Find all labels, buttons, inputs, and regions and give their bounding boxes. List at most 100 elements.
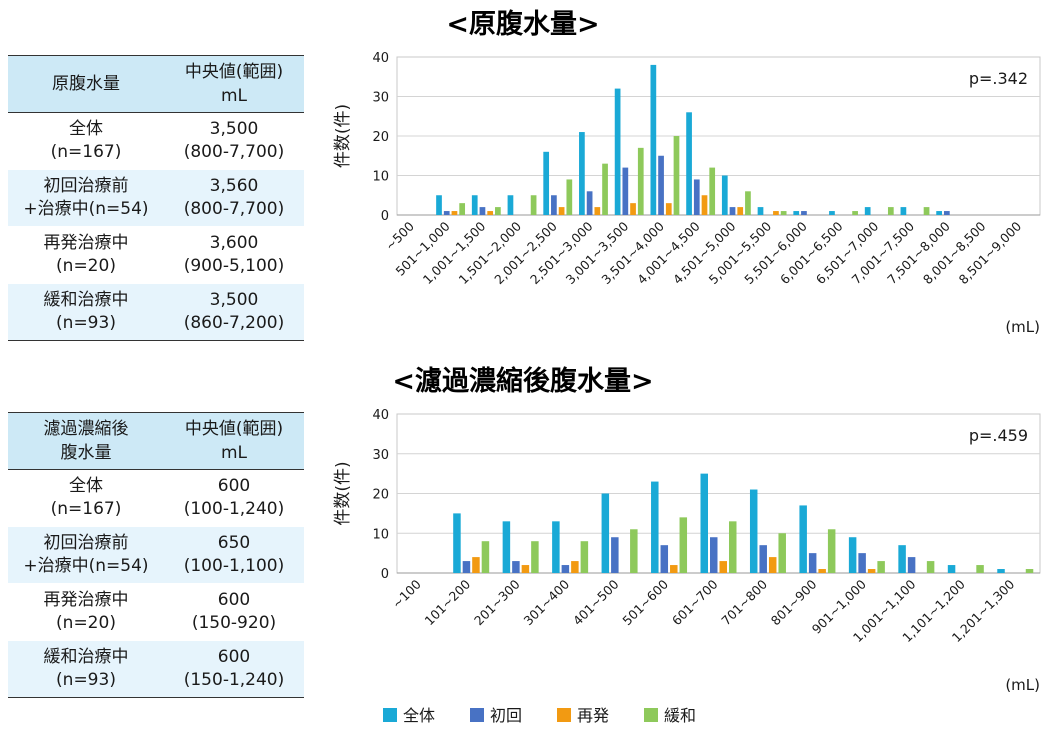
concentrated-ascites-chart: <濾過濃縮後腹水量> 0 10 20 30 40 件数(件) p=.459 ~100101~20… — [333, 365, 1041, 694]
table-row: 緩和治療中 (n=93) 3,500 (860-7,200) — [8, 283, 304, 341]
row-value: 600 (150-920) — [164, 583, 304, 641]
y-tick-label: 40 — [372, 408, 389, 423]
bar — [936, 211, 942, 215]
row-value: 3,600 (900-5,100) — [164, 226, 304, 284]
bar — [611, 537, 619, 573]
bar — [686, 112, 692, 215]
y-tick-label: 0 — [381, 209, 389, 224]
bar — [579, 132, 585, 215]
concentrated-ascites-table: 濾過濃縮後 腹水量 中央値(範囲) mL 全体 (n=167) 600 (100-1… — [8, 412, 304, 698]
row-label: 緩和治療中 (n=93) — [8, 283, 164, 341]
x-axis-unit: (mL) — [1005, 676, 1040, 694]
y-tick-label: 40 — [372, 51, 389, 66]
row-value: 600 (150-1,240) — [164, 640, 304, 698]
row-value: 3,500 (800-7,700) — [164, 112, 304, 170]
bar — [552, 521, 560, 573]
bar — [502, 521, 511, 573]
x-tick-label: 501~600 — [619, 576, 671, 628]
chart-title: <濾過濃縮後腹水量> — [392, 365, 653, 397]
bar — [561, 565, 570, 573]
x-axis-unit: (mL) — [1005, 318, 1040, 336]
y-axis-label: 件数(件) — [333, 104, 353, 168]
bar — [721, 175, 728, 215]
bar — [729, 207, 736, 215]
bar — [601, 493, 610, 573]
y-tick-label: 10 — [372, 527, 389, 542]
bar — [637, 147, 644, 215]
bar — [947, 565, 956, 573]
table-row: 再発治療中 (n=20) 600 (150-920) — [8, 583, 304, 641]
bar — [852, 211, 858, 215]
bar — [709, 167, 716, 215]
x-tick-label: 601~700 — [669, 576, 721, 628]
bar — [757, 207, 764, 215]
row-label: 再発治療中 (n=20) — [8, 583, 164, 641]
bar — [801, 211, 807, 215]
bar — [808, 553, 817, 574]
x-tick-label: 801~900 — [768, 576, 820, 628]
bar — [658, 155, 664, 215]
bar — [495, 207, 501, 215]
bar — [926, 561, 935, 573]
bar — [997, 569, 1005, 573]
bar — [551, 195, 557, 215]
bar — [459, 203, 466, 215]
bar — [1025, 569, 1034, 573]
bar — [487, 211, 494, 215]
row-value: 3,560 (800-7,700) — [164, 169, 304, 227]
y-tick-label: 10 — [372, 170, 389, 185]
bar — [907, 557, 916, 573]
y-tick-label: 0 — [381, 567, 389, 582]
bar — [700, 473, 708, 574]
legend-swatch — [470, 708, 484, 722]
table-row: 緩和治療中 (n=93) 600 (150-1,240) — [8, 640, 304, 698]
bar — [512, 561, 520, 573]
bar — [745, 191, 751, 215]
x-tick-label: 201~300 — [471, 576, 523, 628]
bar — [622, 167, 629, 215]
row-label: 緩和治療中 (n=93) — [8, 640, 164, 698]
bar — [827, 529, 836, 573]
bar — [898, 545, 906, 573]
bar — [479, 207, 486, 215]
bar — [566, 179, 573, 215]
legend-label: 再発 — [577, 706, 609, 725]
y-tick-label: 30 — [372, 448, 389, 463]
bar — [660, 545, 669, 573]
bar — [877, 561, 885, 573]
row-value: 650 (100-1,100) — [164, 526, 304, 584]
bar — [670, 565, 678, 573]
x-tick-label: 301~400 — [520, 576, 572, 628]
bar — [799, 505, 807, 573]
legend-swatch — [557, 708, 571, 722]
y-tick-label: 30 — [372, 91, 389, 106]
table1-header-label: 原腹水量 — [8, 55, 164, 113]
bar — [650, 64, 657, 216]
table2-header-median: 中央値(範囲) mL — [164, 412, 304, 470]
table2-header-label: 濾過濃縮後 腹水量 — [8, 412, 164, 470]
bar — [976, 565, 984, 573]
bar — [594, 207, 601, 215]
bar — [462, 561, 471, 573]
bar — [793, 211, 800, 215]
bar — [651, 481, 659, 573]
bar — [614, 88, 621, 215]
table-row: 全体 (n=167) 3,500 (800-7,700) — [8, 112, 304, 170]
x-tick-label: 101~200 — [422, 576, 474, 628]
bar — [602, 163, 608, 215]
bar — [778, 533, 786, 573]
bar — [481, 541, 490, 573]
bar — [472, 557, 480, 573]
table-row: 再発治療中 (n=20) 3,600 (900-5,100) — [8, 226, 304, 284]
bar — [507, 195, 514, 215]
bar — [679, 517, 688, 573]
legend-label: 初回 — [490, 706, 522, 725]
bar — [887, 207, 894, 215]
bar — [773, 211, 779, 215]
row-label: 全体 (n=167) — [8, 112, 164, 170]
table1-header-median: 中央値(範囲) mL — [164, 55, 304, 113]
bar — [759, 545, 767, 573]
bar — [436, 195, 442, 215]
p-value: p=.342 — [969, 69, 1028, 88]
